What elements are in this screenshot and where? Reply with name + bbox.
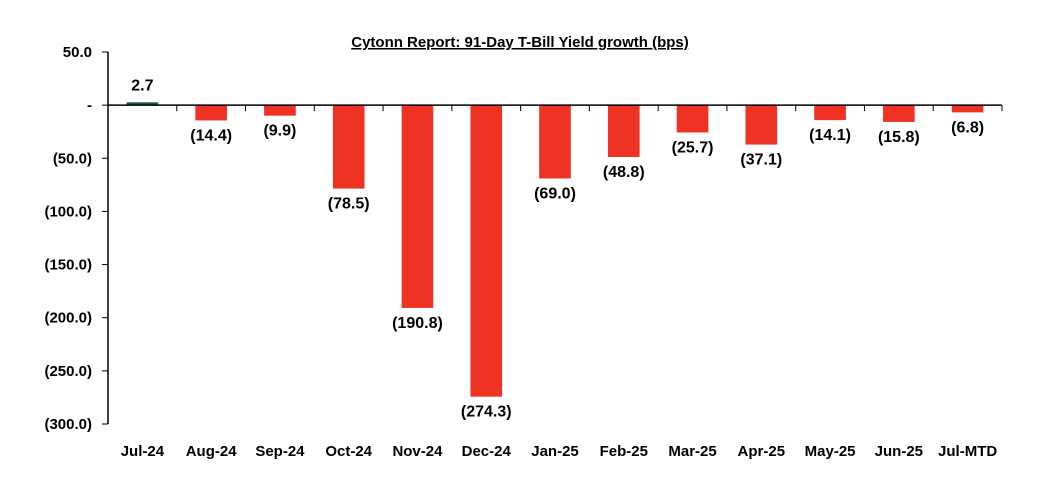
x-tick-label: Jun-25 (875, 443, 923, 460)
bar-dec-24 (470, 105, 503, 397)
data-label: (69.0) (534, 185, 576, 202)
x-tick-label: Jan-25 (531, 443, 579, 460)
data-label: (9.9) (263, 123, 296, 140)
x-tick-label: Apr-25 (738, 443, 786, 460)
bar-may-25 (814, 105, 846, 121)
x-tick-label: Nov-24 (392, 443, 443, 460)
x-tick-label: Dec-24 (462, 443, 512, 460)
x-tick-label: Aug-24 (186, 443, 237, 460)
x-tick-label: Sep-24 (255, 443, 305, 460)
bar-jun-25 (883, 105, 915, 122)
bars-group (126, 102, 984, 397)
y-tick-label: (150.0) (44, 257, 92, 274)
x-tick-label: Feb-25 (600, 443, 648, 460)
bar-jan-25 (539, 105, 571, 179)
x-tick-label: May-25 (805, 443, 856, 460)
y-tick-label: (300.0) (44, 416, 92, 433)
bar-oct-24 (332, 105, 365, 189)
data-label: (78.5) (328, 196, 370, 213)
y-tick-label: (100.0) (44, 203, 92, 220)
bar-jul-mtd (951, 105, 984, 113)
x-tick-label: Mar-25 (668, 443, 716, 460)
y-tick-label: 50.0 (63, 44, 92, 61)
y-tick-label: - (87, 97, 92, 114)
data-label: (190.8) (392, 315, 443, 332)
data-label: (15.8) (878, 129, 920, 146)
data-label: (274.3) (461, 404, 512, 421)
data-label: (48.8) (603, 164, 645, 181)
data-label: (25.7) (672, 139, 714, 156)
bar-jul-24 (126, 102, 159, 106)
x-tick-label: Jul-MTD (938, 443, 997, 460)
bar-nov-24 (401, 105, 434, 308)
labels-group: 2.7 Jul-24 (14.4) Aug-24 (9.9) Sep-24 (78.5) Oc… (44, 44, 997, 460)
y-tick-label: (200.0) (44, 310, 92, 327)
data-label: (14.4) (190, 127, 232, 144)
x-tick-label: Jul-24 (121, 443, 165, 460)
y-tick-label: (250.0) (44, 363, 92, 380)
bar-feb-25 (607, 105, 640, 158)
bar-mar-25 (676, 105, 709, 133)
data-label: (37.1) (740, 152, 782, 169)
data-label: (6.8) (951, 119, 984, 136)
data-label: (14.1) (809, 127, 851, 144)
axes-group (102, 51, 1003, 425)
data-label: 2.7 (131, 77, 153, 94)
bar-apr-25 (745, 105, 778, 145)
bar-sep-24 (264, 105, 296, 116)
x-tick-label: Oct-24 (325, 443, 372, 460)
bar-aug-24 (195, 105, 227, 121)
y-tick-label: (50.0) (53, 150, 92, 167)
chart-title: Cytonn Report: 91-Day T-Bill Yield growt… (351, 34, 689, 51)
